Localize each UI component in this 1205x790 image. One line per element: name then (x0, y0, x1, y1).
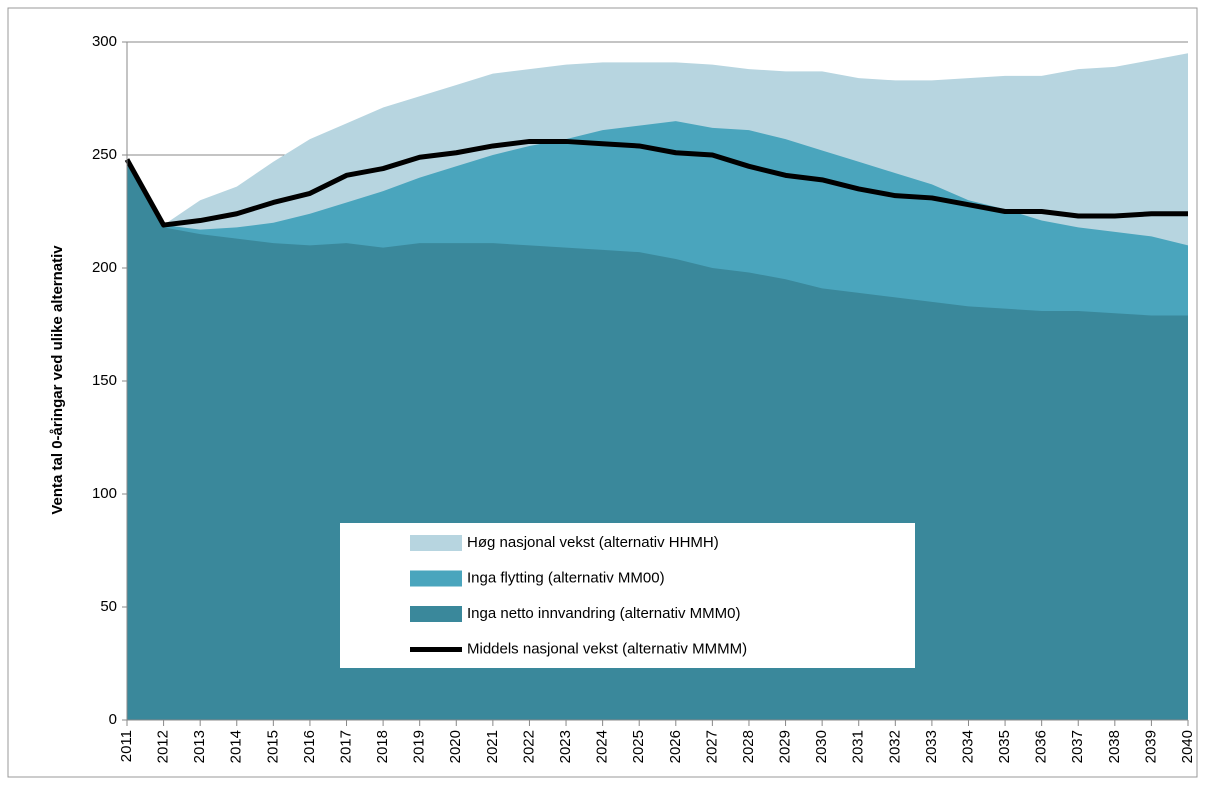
x-tick-label: 2020 (447, 730, 464, 763)
x-tick-label: 2037 (1069, 730, 1086, 763)
legend-swatch (410, 606, 462, 622)
x-tick-label: 2036 (1033, 730, 1050, 763)
y-tick-label: 300 (92, 33, 117, 50)
x-tick-label: 2030 (813, 730, 830, 763)
x-tick-label: 2035 (996, 730, 1013, 763)
y-tick-label: 100 (92, 485, 117, 502)
x-tick-label: 2012 (155, 730, 172, 763)
x-tick-label: 2027 (703, 730, 720, 763)
x-tick-label: 2031 (850, 730, 867, 763)
x-tick-label: 2040 (1179, 730, 1196, 763)
y-axis-label: Venta tal 0-åringar ved ulike alternativ (49, 245, 66, 515)
x-tick-label: 2025 (630, 730, 647, 763)
x-tick-label: 2014 (228, 730, 245, 763)
x-tick-label: 2038 (1106, 730, 1123, 763)
x-tick-label: 2018 (374, 730, 391, 763)
x-tick-label: 2032 (886, 730, 903, 763)
x-tick-label: 2024 (594, 730, 611, 763)
x-tick-label: 2022 (520, 730, 537, 763)
y-tick-label: 200 (92, 259, 117, 276)
y-tick-label: 50 (100, 598, 117, 615)
x-tick-label: 2023 (557, 730, 574, 763)
x-tick-label: 2017 (337, 730, 354, 763)
x-tick-label: 2015 (264, 730, 281, 763)
legend-label: Middels nasjonal vekst (alternativ MMMM) (467, 640, 747, 657)
legend-swatch (410, 570, 462, 587)
frame (7, 7, 1198, 778)
y-tick-label: 150 (92, 372, 117, 389)
x-tick-label: 2034 (959, 730, 976, 763)
y-tick-label: 250 (92, 146, 117, 163)
x-tick-label: 2039 (1142, 730, 1159, 763)
x-tick-label: 2033 (923, 730, 940, 763)
x-tick-label: 2011 (118, 730, 135, 762)
x-tick-label: 2028 (740, 730, 757, 763)
legend-label: Inga netto innvandring (alternativ MMM0) (467, 605, 740, 622)
y-tick-label: 0 (109, 711, 117, 728)
x-tick-label: 2026 (667, 730, 684, 763)
legend-label: Inga flytting (alternativ MM00) (467, 569, 665, 586)
x-tick-label: 2019 (411, 730, 428, 763)
line (124, 138, 1188, 228)
legend-swatch (410, 535, 462, 551)
x-tick-label: 2016 (301, 730, 318, 763)
x-tick-label: 2021 (484, 730, 501, 763)
legend-label: Høg nasjonal vekst (alternativ HHMH) (467, 534, 719, 551)
x-tick-label: 2013 (191, 730, 208, 763)
x-tick-label: 2029 (777, 730, 794, 763)
